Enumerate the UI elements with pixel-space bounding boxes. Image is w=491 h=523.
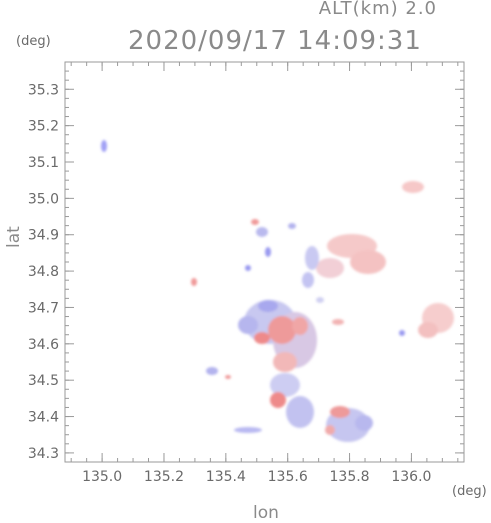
y-tick-label: 34.8: [28, 264, 59, 280]
y-tick-label: 35.0: [28, 191, 59, 207]
x-tick-label: 135.2: [144, 469, 184, 485]
x-tick-label: 135.0: [82, 469, 122, 485]
y-unit-label: (deg): [16, 34, 51, 49]
y-tick-label: 35.2: [28, 119, 59, 135]
x-unit-label: (deg): [452, 484, 487, 499]
y-tick-label: 35.3: [28, 82, 59, 98]
x-tick-label: 135.6: [268, 469, 308, 485]
y-tick-label: 34.6: [28, 337, 59, 353]
x-tick-label: 135.8: [330, 469, 370, 485]
datetime-label: 2020/09/17 14:09:31: [128, 26, 422, 56]
x-tick-label: 136.0: [391, 469, 431, 485]
x-ticks: 135.0 135.2 135.4 135.6 135.8 136.0: [82, 62, 431, 485]
x-tick-label: 135.4: [206, 469, 246, 485]
y-tick-label: 34.5: [28, 373, 59, 389]
plot-frame: [64, 61, 465, 463]
altitude-label: ALT(km) 2.0: [318, 0, 437, 19]
echo-field: [101, 140, 454, 442]
y-tick-label: 35.1: [28, 155, 59, 171]
y-tick-label: 34.3: [28, 446, 59, 462]
x-axis-label: lon: [253, 503, 279, 523]
y-tick-label: 34.9: [28, 228, 59, 244]
y-tick-label: 34.4: [28, 410, 59, 426]
y-tick-label: 34.7: [28, 300, 59, 316]
y-ticks: 34.3 34.4 34.5 34.6 34.7 34.8 34.9 35.0 35.1 35.2…: [28, 82, 464, 462]
